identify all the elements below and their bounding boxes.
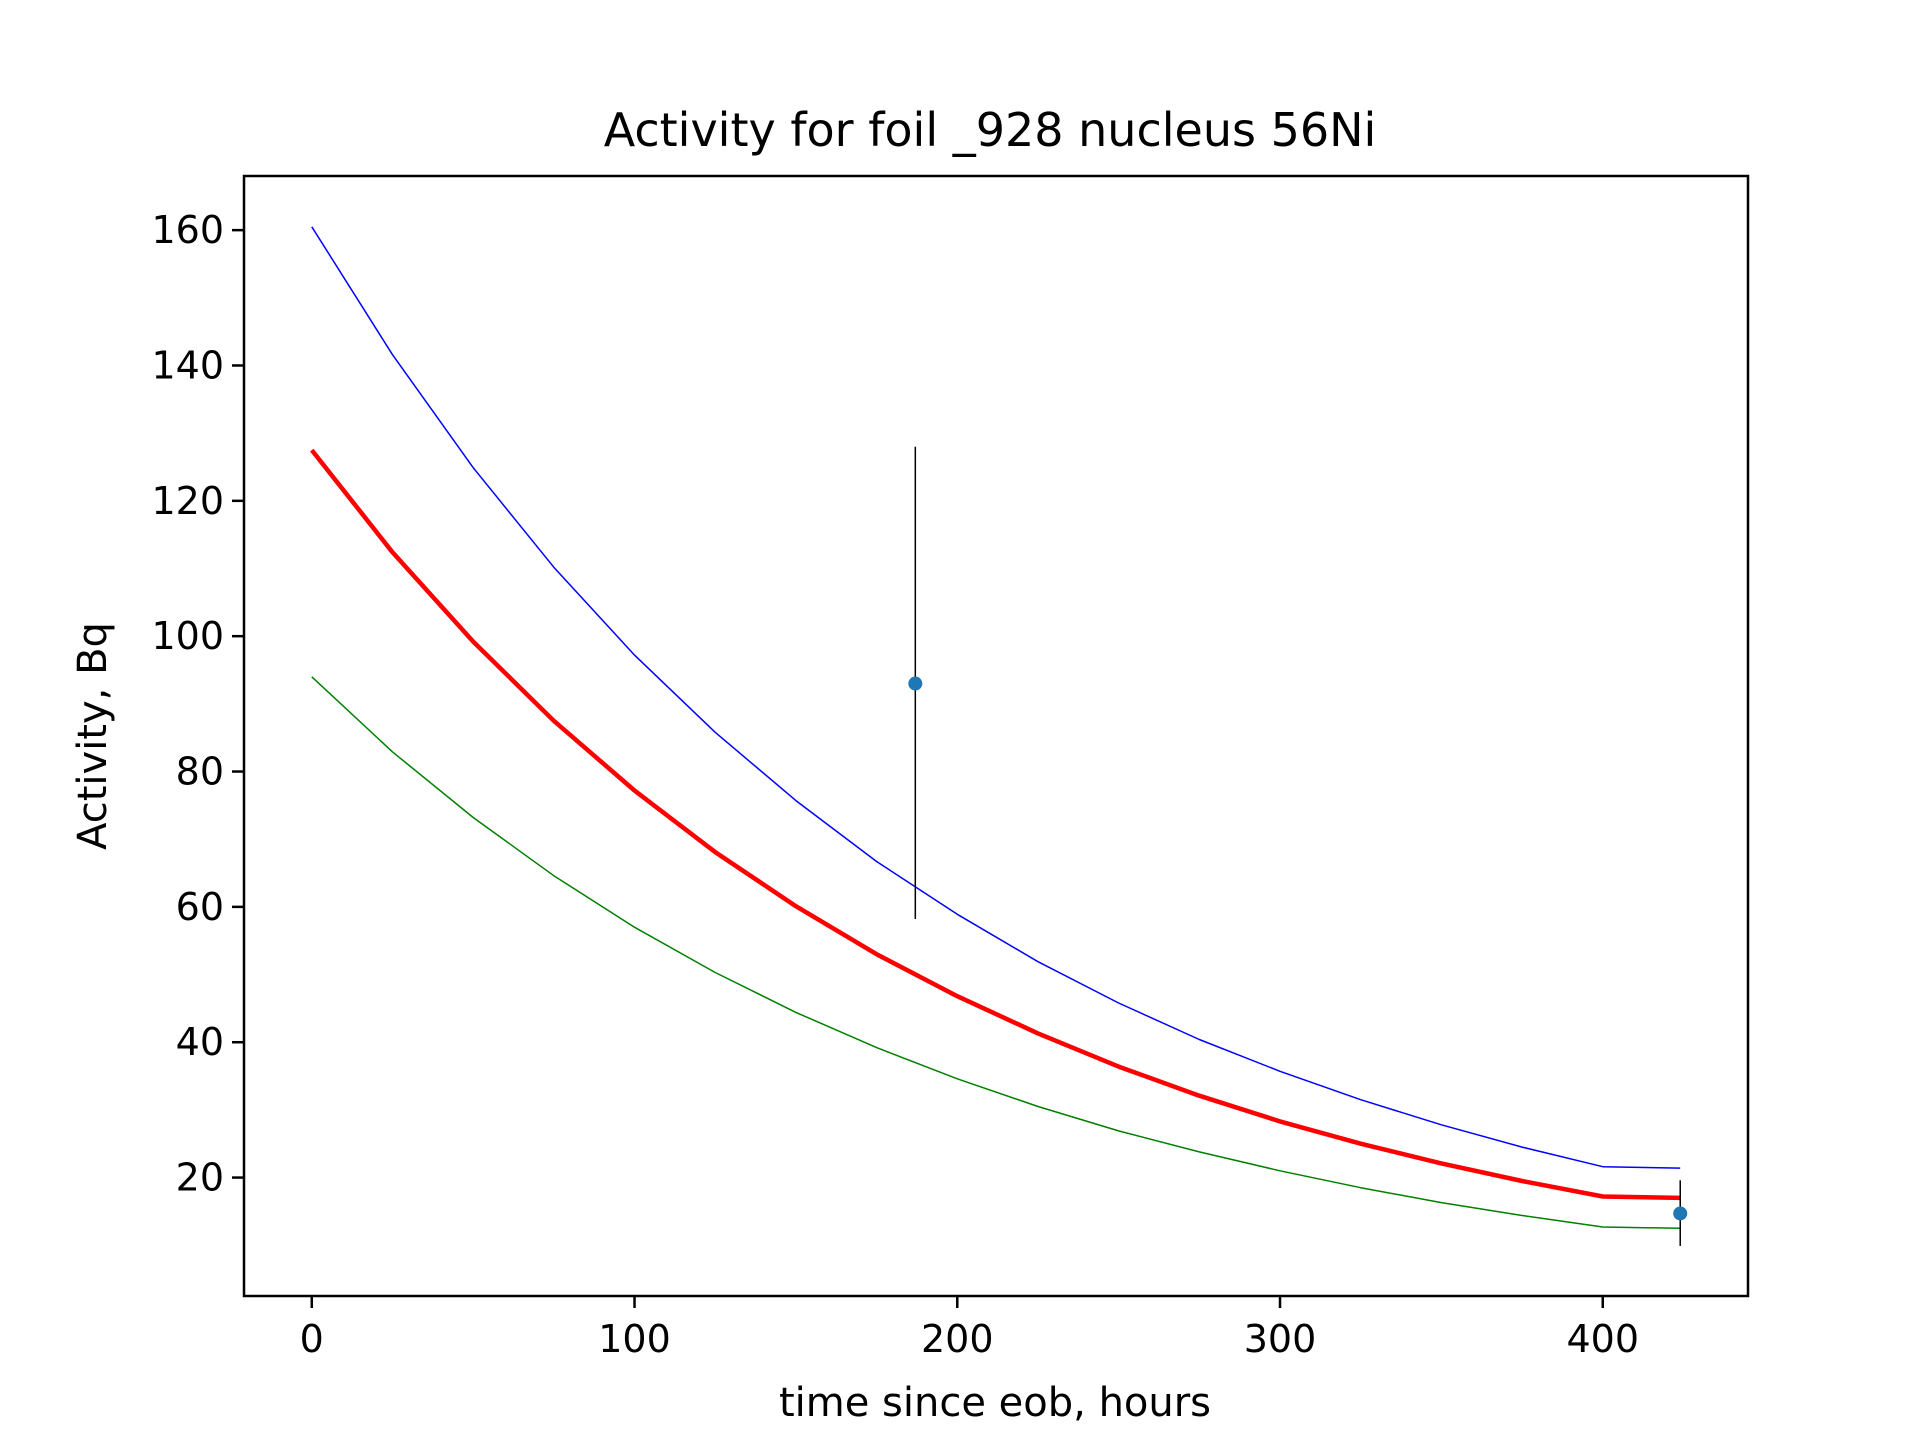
x-tick-label: 300 [1244, 1317, 1317, 1361]
plot-area [310, 226, 1688, 1246]
y-tick-label: 140 [151, 343, 224, 387]
y-axis: 20 40 60 80 100 120 140 160 [151, 208, 244, 1200]
y-axis-label: Activity, Bq [70, 622, 116, 850]
x-tick-label: 0 [300, 1317, 324, 1361]
fit-curve-line [310, 448, 1681, 1201]
x-axis: 0 100 200 300 400 [300, 1296, 1639, 1361]
y-tick-label: 80 [176, 750, 224, 794]
data-point [908, 676, 923, 691]
chart-title: Activity for foil _928 nucleus 56Ni [604, 103, 1377, 157]
plot-frame [242, 174, 1750, 1298]
lower-curve-line [311, 676, 1681, 1230]
y-tick-label: 120 [151, 479, 224, 523]
x-tick-label: 100 [598, 1317, 671, 1361]
x-tick-label: 200 [921, 1317, 994, 1361]
y-tick-label: 60 [176, 885, 224, 929]
y-tick-label: 40 [176, 1020, 224, 1064]
y-tick-label: 20 [176, 1156, 224, 1200]
x-axis-label: time since eob, hours [779, 1380, 1211, 1426]
data-point [1673, 1206, 1688, 1221]
y-tick-label: 100 [151, 614, 224, 658]
y-tick-label: 160 [151, 208, 224, 252]
x-tick-label: 400 [1566, 1317, 1639, 1361]
upper-curve-line [311, 226, 1681, 1169]
